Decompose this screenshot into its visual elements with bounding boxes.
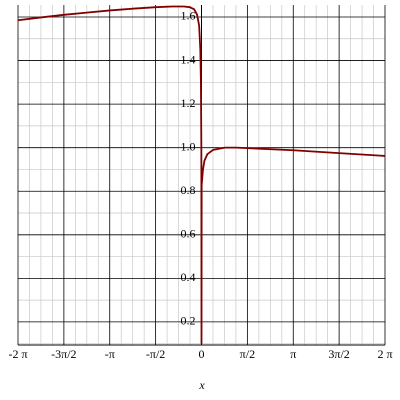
y-tick-label: 0.4 (181, 270, 196, 284)
y-tick-label: 1.0 (181, 139, 196, 153)
x-tick-label: -π (105, 347, 115, 361)
x-tick-label: 3π/2 (328, 347, 349, 361)
x-tick-label: -2 π (8, 347, 27, 361)
y-tick-label: 1.6 (181, 9, 196, 23)
x-axis-label: x (198, 378, 205, 392)
y-tick-label: 1.4 (181, 52, 196, 66)
x-tick-label: π/2 (240, 347, 255, 361)
x-tick-label: 2 π (377, 347, 392, 361)
x-tick-label: -π/2 (146, 347, 165, 361)
y-tick-label: 0.8 (181, 183, 196, 197)
y-tick-label: 1.2 (181, 96, 196, 110)
data-line (17, 5, 386, 344)
y-tick-label: 0.2 (181, 314, 196, 328)
y-tick-label: 0.6 (181, 227, 196, 241)
x-tick-label: π (290, 347, 296, 361)
x-tick-label: 0 (199, 347, 205, 361)
x-tick-label: -3π/2 (51, 347, 76, 361)
